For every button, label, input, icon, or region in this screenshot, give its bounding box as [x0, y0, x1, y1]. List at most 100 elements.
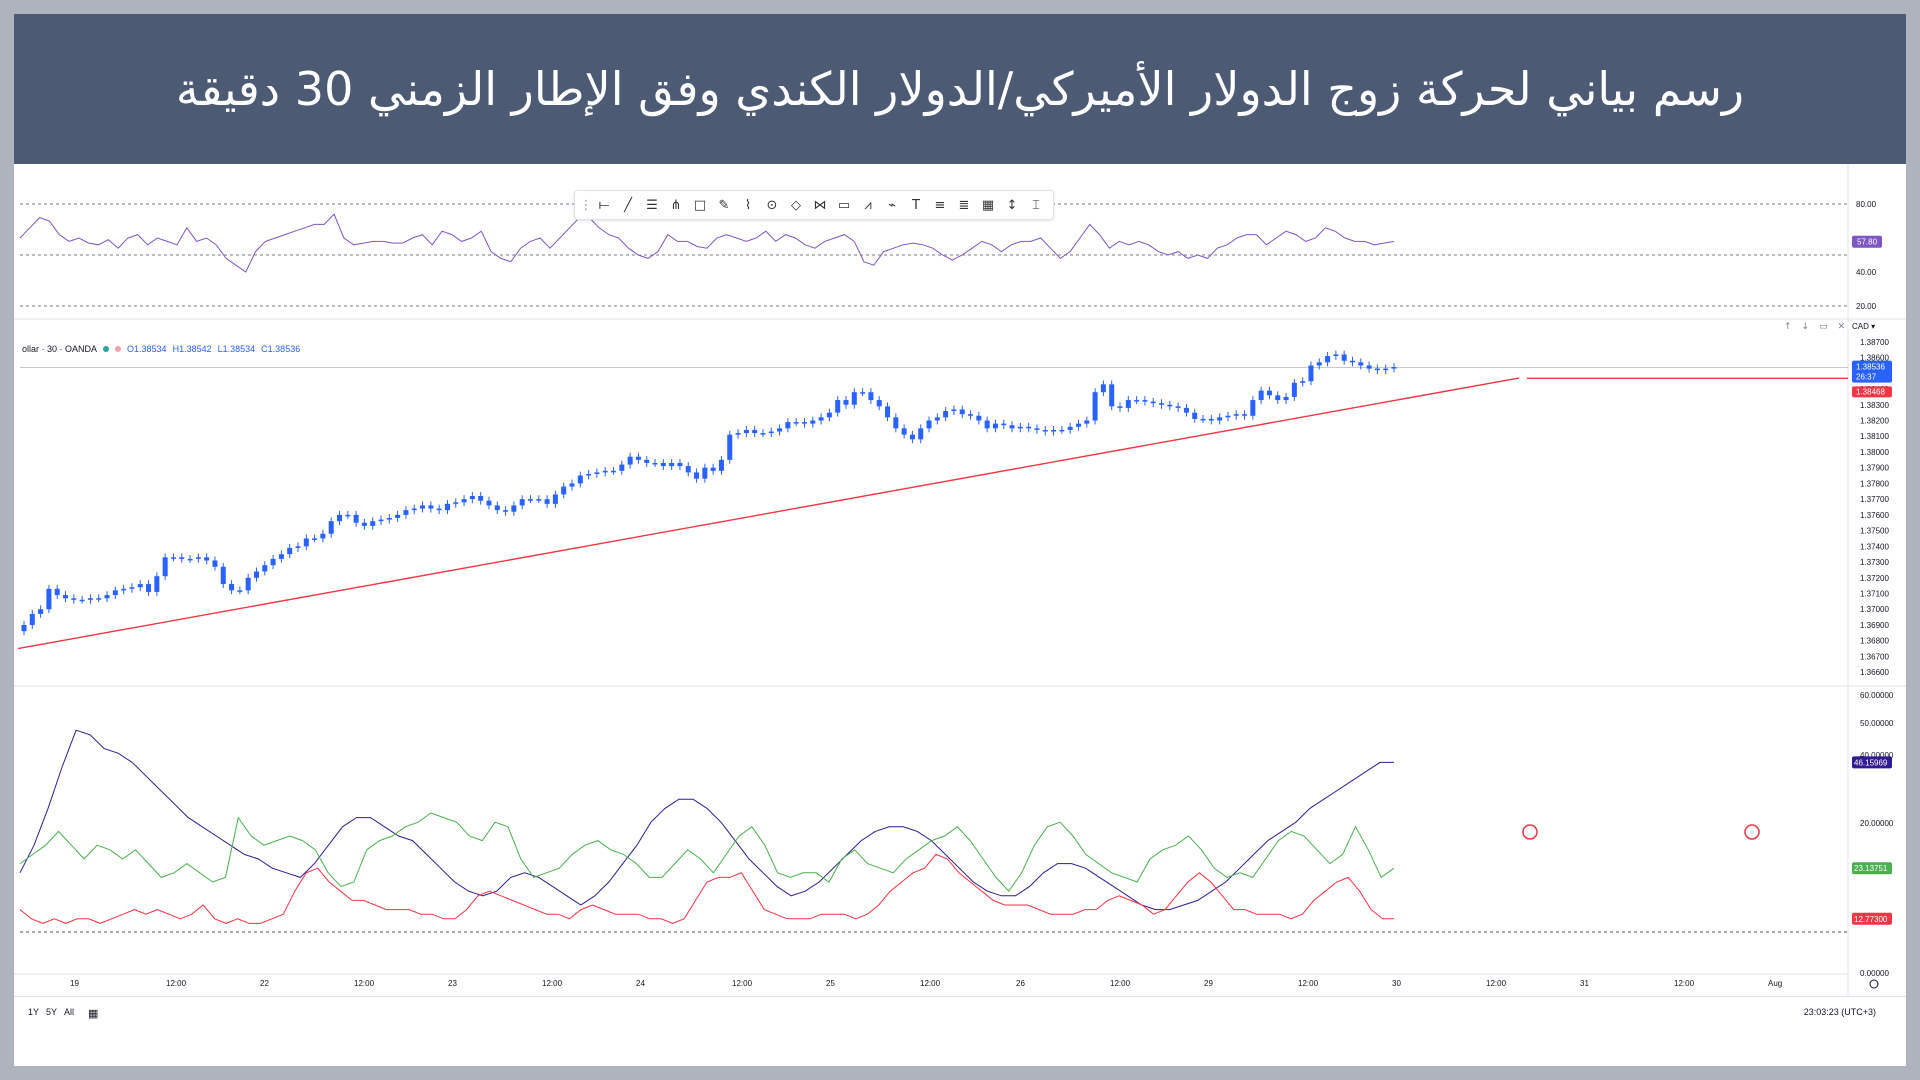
zigzag-icon[interactable]: ⌁: [888, 197, 896, 213]
time-axis-label: 12:00: [1110, 979, 1131, 988]
candle-body: [1266, 390, 1272, 396]
time-axis-label: 12:00: [1674, 979, 1695, 988]
candle-body: [1034, 428, 1040, 430]
candle-body: [403, 510, 409, 515]
candle-body: [669, 462, 675, 467]
eye-icon[interactable]: [115, 346, 122, 352]
candle-body: [386, 518, 392, 520]
adx-tick-label: 40.00000: [1860, 751, 1894, 760]
candle-body: [1167, 404, 1173, 407]
candle-body: [586, 473, 592, 476]
range-5y-button[interactable]: 5Y: [46, 1007, 58, 1017]
candle-body: [79, 599, 85, 602]
candle-body: [212, 560, 218, 567]
rectangle-icon[interactable]: □: [693, 197, 707, 213]
price-range-icon[interactable]: ↕: [1006, 197, 1018, 213]
callout-icon[interactable]: ▭: [837, 197, 851, 213]
cursor-icon[interactable]: ⌶: [1032, 197, 1040, 213]
candle-body: [71, 598, 77, 600]
time-axis-label: 22: [260, 979, 269, 988]
candle-body: [984, 420, 990, 429]
xabcd-icon[interactable]: ⋈: [813, 197, 827, 213]
price-tick-label: 1.36600: [1860, 668, 1889, 677]
arrow-up-icon[interactable]: ↑: [1784, 322, 1792, 332]
candle-body: [1125, 400, 1131, 408]
candle-body: [1383, 368, 1389, 371]
candle-body: [1275, 395, 1281, 401]
gann-box-icon[interactable]: ▦: [981, 197, 995, 213]
candle-body: [835, 400, 841, 413]
settings-icon: [1869, 979, 1879, 989]
candle-body: [1341, 354, 1347, 361]
candle-body: [710, 467, 716, 471]
candle-body: [552, 494, 558, 504]
candle-body: [1192, 412, 1198, 419]
fib-retracement-icon[interactable]: ≡: [934, 197, 946, 213]
pitchfork-icon[interactable]: ⋔: [670, 197, 682, 213]
candle-body: [96, 598, 102, 600]
range-all-button[interactable]: All: [64, 1007, 75, 1017]
price-tick-label: 1.37000: [1860, 605, 1889, 614]
circle-icon[interactable]: ⊙: [766, 197, 778, 213]
parallel-channel-icon[interactable]: ☰: [646, 197, 658, 213]
candle-body: [577, 475, 583, 484]
price-tick-label: 1.37800: [1860, 479, 1889, 488]
candle-body: [428, 505, 434, 509]
candle-body: [1001, 423, 1007, 426]
pattern-icon[interactable]: ◇: [791, 197, 801, 213]
candle-body: [677, 462, 683, 467]
candle-body: [303, 538, 309, 547]
candle-body: [1009, 425, 1015, 429]
currency-selector[interactable]: CAD ▾: [1852, 322, 1876, 331]
maximize-icon[interactable]: ▭: [1819, 322, 1828, 332]
symbol-name[interactable]: ollar · 30 · OANDA: [22, 344, 98, 354]
time-axis-label: 30: [1392, 979, 1401, 988]
chart-svg[interactable]: 80.0040.0020.0057.801.387001.386001.3840…: [14, 164, 1906, 1066]
candle-body: [752, 429, 758, 434]
candle-body: [1391, 367, 1397, 369]
time-axis-label: 24: [636, 979, 645, 988]
price-tick-label: 1.36900: [1860, 621, 1889, 630]
candle-body: [918, 428, 924, 440]
path-icon[interactable]: ⌇: [744, 197, 752, 213]
candle-body: [436, 508, 442, 511]
elliott-icon[interactable]: ⩘: [864, 197, 872, 213]
horizontal-ray-icon[interactable]: ⟝: [598, 197, 610, 213]
candle-body: [137, 584, 143, 588]
candle-body: [644, 459, 650, 463]
price-tick-label: 1.38700: [1860, 338, 1889, 347]
candle-body: [1217, 417, 1223, 421]
candle-body: [21, 624, 27, 632]
price-tick-label: 1.38100: [1860, 432, 1889, 441]
candle-body: [345, 514, 351, 517]
candle-body: [694, 472, 700, 479]
candle-body: [1308, 365, 1314, 382]
calendar-icon[interactable]: ▦: [88, 1008, 99, 1020]
candle-body: [1059, 429, 1065, 432]
candle-body: [46, 588, 52, 610]
candle-body: [1316, 362, 1322, 366]
candle-body: [1349, 360, 1355, 363]
brush-icon[interactable]: ✎: [718, 197, 730, 213]
candle-body: [63, 595, 69, 599]
candle-body: [768, 431, 774, 434]
fib-extension-icon[interactable]: ≣: [958, 197, 970, 213]
candle-body: [743, 429, 749, 434]
drawing-toolbar: ⋮ ⟝ ╱ ☰ ⋔ □ ✎ ⌇ ⊙ ◇ ⋈ ▭ ⩘ ⌁ T ≡ ≣ ▦ ↕ ⌶: [574, 190, 1054, 220]
price-tick-label: 1.37900: [1860, 464, 1889, 473]
candle-body: [220, 566, 226, 585]
candle-body: [1084, 420, 1090, 424]
candle-body: [395, 514, 401, 519]
price-tick-label: 1.36800: [1860, 637, 1889, 646]
range-1y-button[interactable]: 1Y: [28, 1007, 40, 1017]
price-tick-label: 1.37300: [1860, 558, 1889, 567]
candle-body: [519, 499, 525, 506]
text-icon[interactable]: T: [912, 197, 920, 213]
trend-line-icon[interactable]: ╱: [624, 197, 632, 213]
price-tick-label: 1.36700: [1860, 652, 1889, 661]
candle-body: [868, 392, 874, 401]
close-icon[interactable]: ✕: [1837, 322, 1846, 332]
di_minus-last-label: 12.77300: [1854, 915, 1888, 924]
time-axis-label: 25: [826, 979, 835, 988]
arrow-down-icon[interactable]: ↓: [1801, 322, 1810, 332]
